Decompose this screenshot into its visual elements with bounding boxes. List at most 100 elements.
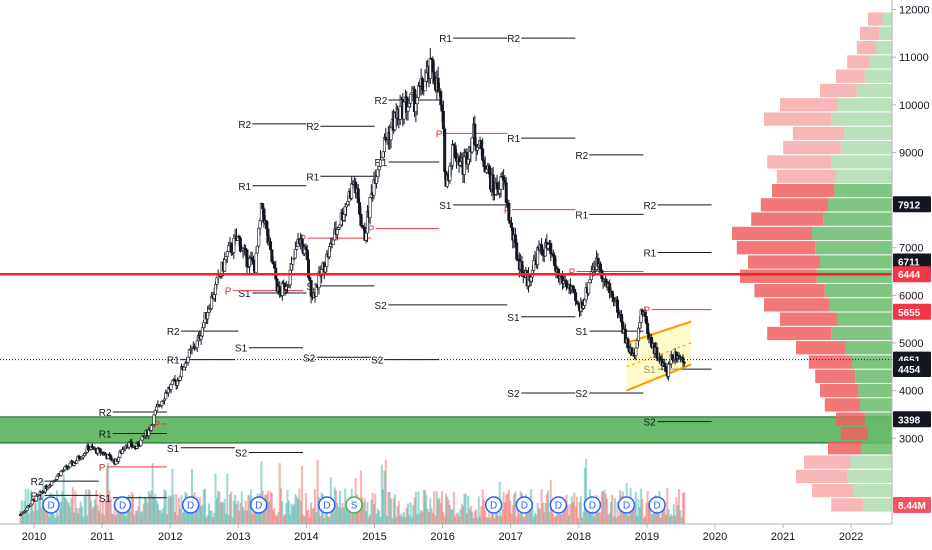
event-marker-dividend[interactable]: D	[113, 496, 132, 514]
volume-bar	[441, 491, 444, 524]
volume-bar	[473, 511, 476, 524]
volume-bar	[575, 496, 578, 524]
candle-body	[634, 347, 638, 356]
volume-bar	[210, 510, 213, 524]
volume-bar	[270, 493, 273, 524]
volume-bar	[323, 517, 326, 524]
pivot-label-s1: S1	[306, 282, 319, 293]
volume-bar	[606, 498, 609, 524]
pivot-label-r1: R1	[238, 182, 251, 193]
volume-bar	[369, 514, 372, 524]
event-marker-split[interactable]: S	[345, 496, 363, 514]
volume-bar	[513, 493, 516, 524]
volume-bar	[53, 515, 56, 524]
volume-profile-sell-bar	[796, 341, 846, 355]
event-marker-dividend[interactable]: D	[617, 496, 636, 514]
volume-bar	[168, 495, 171, 524]
volume-bar	[94, 499, 97, 524]
volume-bar	[509, 500, 512, 524]
volume-profile-buy-bar	[850, 455, 892, 469]
event-marker-dividend[interactable]: D	[648, 496, 666, 514]
volume-bar	[151, 463, 154, 524]
volume-bar	[45, 510, 48, 524]
volume-profile-sell-bar	[820, 383, 859, 398]
volume-bar	[167, 496, 170, 524]
volume-bar	[638, 507, 641, 524]
volume-bar	[608, 512, 611, 524]
candle-body	[254, 252, 258, 274]
volume-bar	[201, 504, 204, 524]
candle-body	[155, 406, 159, 411]
time-tick-label: 2019	[635, 531, 659, 543]
volume-bar	[96, 504, 99, 524]
volume-bar	[111, 513, 114, 524]
event-marker-dividend[interactable]: D	[42, 496, 60, 514]
volume-bar	[445, 493, 447, 524]
volume-bar	[468, 508, 471, 524]
event-marker-dividend[interactable]: D	[549, 496, 568, 514]
volume-profile-buy-bar	[812, 226, 892, 241]
volume-bar	[238, 510, 241, 524]
candle-body	[225, 251, 229, 258]
event-marker-dividend[interactable]: D	[181, 496, 200, 514]
volume-bar	[198, 496, 201, 524]
candle-body	[245, 249, 249, 267]
volume-profile-buy-bar	[816, 269, 892, 283]
volume-bar	[463, 494, 466, 524]
volume-profile-buy-bar	[837, 312, 892, 326]
volume-bar	[228, 494, 231, 524]
volume-bar	[680, 516, 683, 524]
event-marker-dividend[interactable]: D	[249, 496, 268, 514]
volume-bar	[265, 494, 268, 524]
candle-body	[335, 229, 339, 235]
volume-bar	[66, 501, 69, 524]
event-marker-dividend[interactable]: D	[515, 496, 534, 514]
volume-bar	[346, 507, 349, 524]
volume-bar	[456, 512, 459, 524]
price-tick-label: 11000	[899, 52, 929, 64]
volume-bar	[340, 508, 343, 524]
volume-bar	[641, 499, 644, 524]
volume-bar	[297, 498, 300, 524]
event-marker-dividend[interactable]: D	[318, 496, 336, 514]
volume-bar	[667, 508, 670, 524]
volume-bar	[262, 510, 265, 524]
volume-bar	[666, 488, 669, 524]
pivot-label-r2: R2	[643, 201, 656, 212]
event-label: D	[623, 501, 630, 512]
volume-bar	[501, 509, 504, 524]
volume-bar	[172, 494, 175, 524]
volume-bar	[384, 459, 387, 524]
volume-bar	[155, 500, 158, 524]
volume-bar	[540, 489, 543, 524]
volume-profile-buy-bar	[852, 355, 892, 369]
volume-bar	[437, 499, 440, 524]
volume-bar	[429, 498, 432, 524]
time-tick-label: 2015	[362, 531, 386, 543]
event-label: D	[323, 501, 330, 512]
volume-bar	[359, 470, 362, 524]
volume-bar	[566, 504, 569, 524]
volume-bar	[273, 507, 276, 524]
price-axis[interactable]: 3000400050006000700080009000100001100012…	[891, 0, 930, 524]
volume-bar	[145, 498, 148, 524]
volume-bar	[28, 513, 31, 524]
volume-bar	[679, 510, 682, 524]
pivot-label-s2: S2	[643, 418, 656, 429]
volume-bar	[345, 503, 348, 524]
event-marker-dividend[interactable]: D	[583, 496, 602, 514]
volume-bar	[239, 502, 242, 524]
volume-bar	[62, 474, 65, 524]
event-marker-dividend[interactable]: D	[484, 496, 503, 514]
volume-profile-sell-bar	[764, 298, 830, 312]
volume-bar	[236, 500, 239, 524]
pivot-label-r1: R1	[439, 34, 452, 45]
volume-profile-sell-bar	[792, 126, 844, 141]
time-axis[interactable]: 2010 2011 2012 2013 2014 2015 2016 2017 2018 2019…	[0, 523, 892, 543]
volume-profile-buy-bar	[824, 283, 892, 298]
volume-bar	[63, 496, 66, 524]
volume-profile-buy-bar	[823, 212, 892, 226]
volume-bar	[427, 512, 430, 524]
